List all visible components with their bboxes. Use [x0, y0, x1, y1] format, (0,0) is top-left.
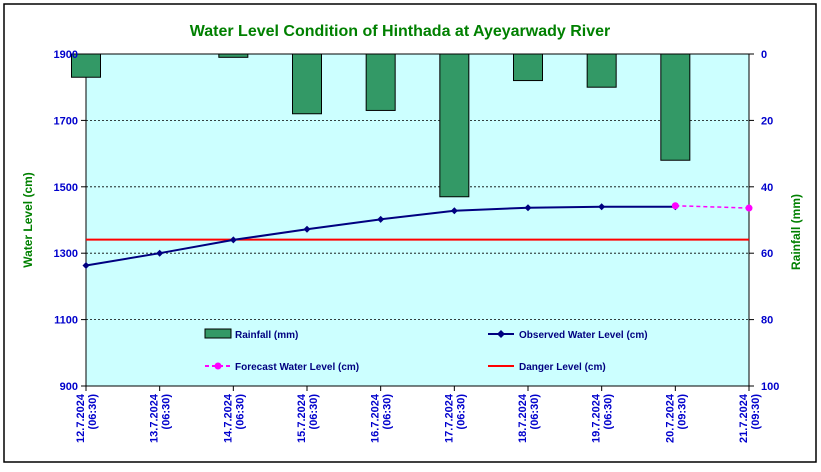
legend-rainfall-label: Rainfall (mm) [235, 330, 298, 341]
x-tick-label-date: 21.7.2024 [738, 393, 750, 443]
forecast-water-level-line [675, 204, 750, 209]
x-tick-label: 12.7.2024 (06:30) [75, 393, 99, 443]
forecast-point [671, 202, 679, 210]
axes: 1900 1700 1500 1300 1100 900 0 20 40 60 80 100 12.7.… [54, 49, 780, 443]
x-tick-label-time: (06:30) [529, 394, 541, 430]
x-tick-label-time: (06:30) [308, 394, 320, 430]
x-tick-label-date: 14.7.2024 [222, 393, 234, 443]
x-tick-label-date: 15.7.2024 [296, 393, 308, 443]
x-tick-label: 20.7.2024 (09:30) [664, 393, 688, 443]
x-tick-label-time: (06:30) [455, 394, 467, 430]
legend: Rainfall (mm) Observed Water Level (cm) … [204, 328, 648, 373]
y-left-tick-label: 1500 [54, 182, 78, 194]
y-right-tick-label: 40 [761, 182, 773, 194]
observed-point [598, 203, 606, 211]
legend-forecast-marker [214, 362, 222, 370]
x-tick-label: 21.7.2024 (09:30) [738, 393, 762, 443]
water-level-lines [82, 202, 753, 269]
x-tick-label: 14.7.2024 (06:30) [222, 393, 246, 443]
observed-point [82, 261, 90, 269]
x-tick-label-time: (06:30) [87, 394, 99, 430]
gridlines [86, 120, 749, 321]
rainfall-bars [71, 53, 691, 198]
y-left-tick-label: 1700 [54, 115, 78, 127]
y-right-tick-label: 20 [761, 115, 773, 127]
y-left-tick-label: 900 [60, 381, 78, 393]
y-right-tick-label: 0 [761, 49, 767, 61]
observed-point [524, 204, 532, 212]
x-tick-label: 17.7.2024 (06:30) [443, 393, 467, 443]
plot-area [85, 53, 750, 387]
y-axis-left-label: Water Level (cm) [21, 172, 35, 268]
x-tick-label: 19.7.2024 (06:30) [591, 393, 615, 443]
chart-title: Water Level Condition of Hinthada at Aye… [190, 23, 611, 40]
rainfall-bar [292, 53, 322, 115]
legend-rainfall-swatch [204, 328, 232, 339]
observed-point [156, 249, 164, 257]
x-tick-label: 15.7.2024 (06:30) [296, 393, 320, 443]
x-tick-label: 13.7.2024 (06:30) [149, 393, 173, 443]
y-left-tick-label: 1300 [54, 248, 78, 260]
x-tick-label-date: 20.7.2024 [664, 393, 676, 443]
x-tick-label-date: 13.7.2024 [149, 393, 161, 443]
legend-observed-marker [497, 330, 505, 338]
observed-point [377, 215, 385, 223]
x-tick-label-time: (06:30) [382, 394, 394, 430]
y-left-tick-label: 1900 [54, 49, 78, 61]
legend-forecast-label: Forecast Water Level (cm) [235, 362, 359, 373]
x-tick-label-date: 12.7.2024 [75, 393, 87, 443]
y-left-tick-label: 1100 [54, 315, 78, 327]
x-tick-label-time: (09:30) [676, 394, 688, 430]
observed-point [450, 207, 458, 215]
x-tick-label: 18.7.2024 (06:30) [517, 393, 541, 443]
x-tick-label-date: 17.7.2024 [443, 393, 455, 443]
y-right-tick-label: 60 [761, 248, 773, 260]
x-tick-label-time: (06:30) [161, 394, 173, 430]
rainfall-bar [513, 53, 543, 82]
observed-point [229, 236, 237, 244]
x-tick-label-time: (06:30) [234, 394, 246, 430]
x-tick-label-time: (06:30) [603, 394, 615, 430]
observed-point [303, 225, 311, 233]
rainfall-bar [439, 53, 470, 198]
rainfall-bar [218, 53, 249, 58]
x-tick-label-time: (09:30) [750, 394, 762, 430]
rainfall-bar [586, 53, 617, 88]
x-tick-label: 16.7.2024 (06:30) [370, 393, 394, 443]
legend-observed-label: Observed Water Level (cm) [519, 330, 648, 341]
rainfall-bar [660, 53, 691, 161]
y-axis-right-label: Rainfall (mm) [789, 194, 803, 270]
legend-danger-label: Danger Level (cm) [519, 362, 606, 373]
forecast-point [745, 204, 753, 212]
rainfall-bar [365, 53, 396, 111]
x-tick-label-date: 16.7.2024 [370, 393, 382, 443]
x-tick-label-date: 18.7.2024 [517, 393, 529, 443]
x-tick-label-date: 19.7.2024 [591, 393, 603, 443]
y-right-tick-label: 80 [761, 315, 773, 327]
y-right-tick-label: 100 [761, 381, 779, 393]
